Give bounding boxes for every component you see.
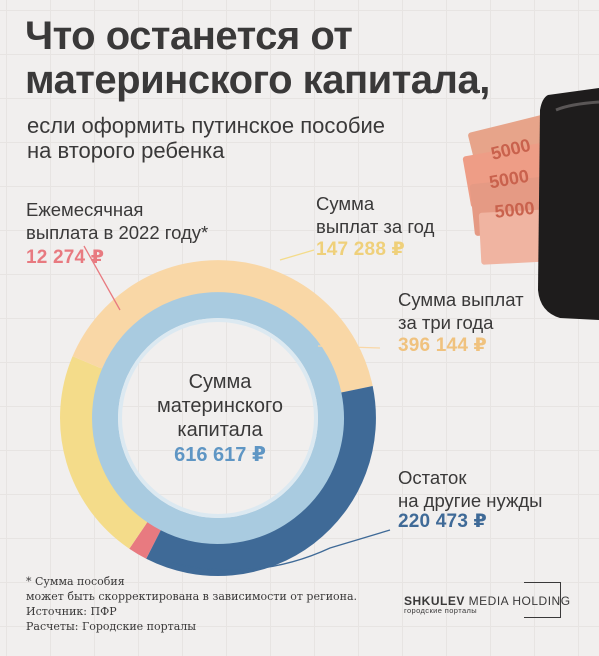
donut-segment-year — [60, 356, 148, 549]
label-year: Сумма выплат за год — [316, 192, 434, 238]
leader-year — [279, 249, 315, 261]
leader-lines — [83, 245, 391, 571]
center-line1: Сумма — [188, 371, 252, 393]
label-remainder: Остаток на другие нужды — [398, 466, 542, 512]
wallet-shape — [538, 88, 599, 320]
label-three-years: Сумма выплат за три года — [398, 288, 524, 334]
footnote-calculations: Расчеты: Городские порталы — [26, 620, 197, 633]
center-line3: капитала — [177, 419, 263, 441]
leader-rest — [159, 529, 391, 571]
donut-segment-monthly — [129, 522, 161, 559]
footnote-source: Источник: ПФР — [26, 605, 117, 618]
value-year: 147 288 ₽ — [316, 239, 405, 260]
footnote-line1: * Сумма пособия — [26, 575, 125, 588]
donut-segment-three-years — [72, 260, 373, 393]
publisher-logo: SHKULEV MEDIA HOLDING городские порталы — [404, 582, 571, 620]
value-three-years: 396 144 ₽ — [398, 335, 487, 356]
label-year-line2: выплат за год — [316, 216, 435, 237]
subtitle-line-1: если оформить путинское пособие — [27, 113, 385, 138]
label-three-line2: за три года — [398, 312, 494, 333]
title-line-2: материнского капитала, — [25, 58, 490, 102]
footnote-line2: может быть скорректирована в зависимости… — [26, 590, 358, 603]
page-title: Что останется от материнского капитала, — [25, 14, 490, 102]
value-remainder: 220 473 ₽ — [398, 511, 487, 532]
leader-monthly — [83, 245, 121, 311]
footnote: * Сумма пособия может быть скорректирова… — [26, 574, 357, 634]
leader-three — [317, 345, 381, 349]
label-monthly: Ежемесячная выплата в 2022 году* — [26, 198, 208, 244]
label-rest-line1: Остаток — [398, 467, 467, 488]
label-three-line1: Сумма выплат — [398, 289, 524, 310]
logo-frame — [524, 582, 561, 618]
center-label: Сумма материнского капитала — [140, 370, 300, 442]
donut-segment-remainder — [146, 385, 376, 576]
logo-subtitle: городские порталы — [404, 606, 478, 615]
logo-name-bold: SHKULEV — [404, 594, 465, 608]
value-monthly: 12 274 ₽ — [26, 247, 105, 268]
logo-name-rest: MEDIA HOLDING — [464, 594, 571, 608]
title-line-1: Что останется от — [25, 14, 353, 58]
logo-name: SHKULEV MEDIA HOLDING — [404, 594, 571, 608]
label-year-line1: Сумма — [316, 193, 375, 214]
label-monthly-line1: Ежемесячная — [26, 199, 144, 220]
subtitle-line-2: на второго ребенка — [27, 138, 225, 163]
label-rest-line2: на другие нужды — [398, 490, 543, 511]
banknotes-illustration: 5000 5000 5000 — [462, 88, 599, 320]
label-monthly-line2: выплата в 2022 году* — [26, 222, 209, 243]
center-value: 616 617 ₽ — [174, 444, 266, 466]
inner-light-ring — [118, 318, 318, 518]
center-line2: материнского — [157, 395, 283, 417]
page-subtitle: если оформить путинское пособие на второ… — [27, 113, 385, 163]
svg-text:5000: 5000 — [494, 198, 536, 222]
inner-total-ring — [90, 290, 346, 546]
